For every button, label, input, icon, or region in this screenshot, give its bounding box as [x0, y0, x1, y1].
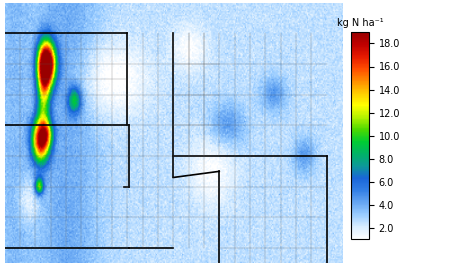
Title: kg N ha⁻¹: kg N ha⁻¹	[337, 18, 383, 28]
